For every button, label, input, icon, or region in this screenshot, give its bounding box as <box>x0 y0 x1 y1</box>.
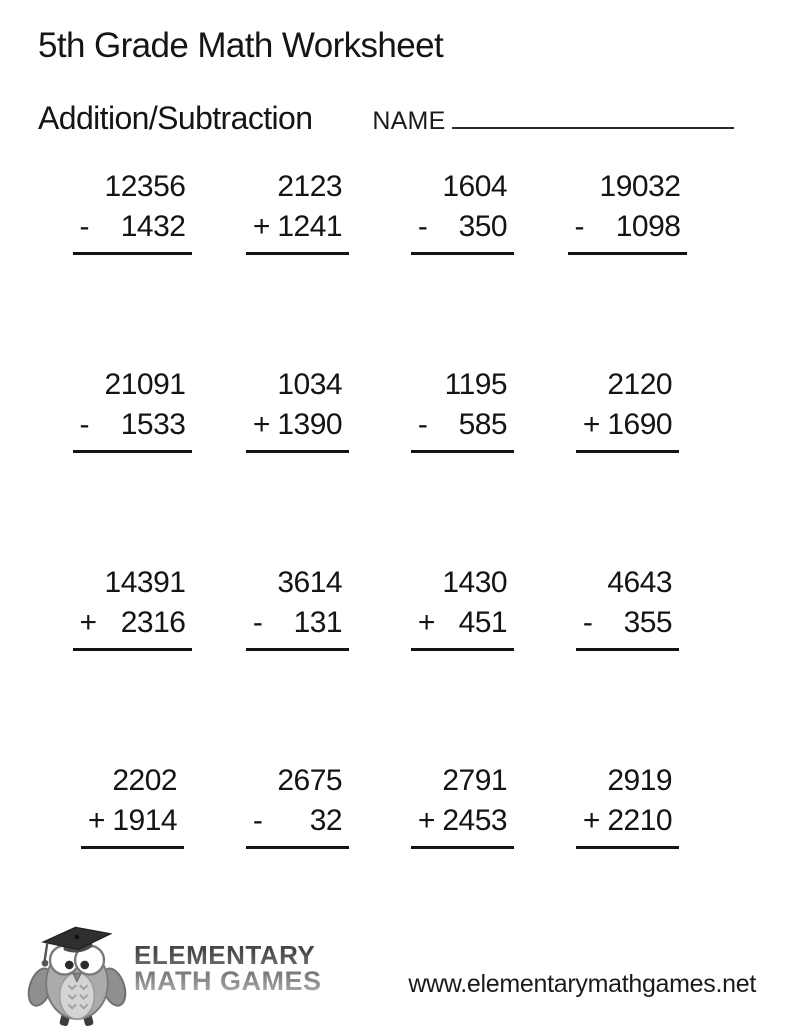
top-operand: 21091 <box>104 368 186 401</box>
math-problem: 21091-1533 <box>72 365 193 453</box>
bottom-operand: 350 <box>458 210 508 243</box>
website-url: www.elementarymathgames.net <box>408 970 756 998</box>
math-problem: 2791 +2453 <box>410 761 515 849</box>
bottom-operand: 32 <box>309 804 343 837</box>
top-operand: 2675 <box>277 764 343 797</box>
operator: + <box>79 606 98 639</box>
bottom-operand: 585 <box>458 408 508 441</box>
bottom-operand: 2453 <box>442 804 508 837</box>
top-operand: 1195 <box>444 368 508 401</box>
operator: + <box>417 606 436 639</box>
operator: - <box>417 210 428 243</box>
logo-line2: MATH GAMES <box>134 966 322 997</box>
top-operand: 1604 <box>442 170 508 203</box>
bottom-operand: 451 <box>458 606 508 639</box>
top-operand: 2791 <box>442 764 508 797</box>
logo-wordmark: ELEMENTARY MATH GAMES <box>134 943 322 995</box>
math-problem: 3614-131 <box>245 563 350 651</box>
bottom-operand: 1098 <box>615 210 681 243</box>
logo-block: ELEMENTARY MATH GAMES <box>24 925 322 1027</box>
math-problem: 2123 +1241 <box>245 167 350 255</box>
top-operand: 14391 <box>104 566 186 599</box>
math-problem: 2675- 32 <box>245 761 350 849</box>
math-problem: 1034 +1390 <box>245 365 350 453</box>
top-operand: 2120 <box>607 368 673 401</box>
math-problem: 19032-1098 <box>567 167 688 255</box>
bottom-operand: 1533 <box>120 408 186 441</box>
top-operand: 12356 <box>104 170 186 203</box>
operator: + <box>417 804 436 837</box>
operator: - <box>79 210 90 243</box>
owl-graduation-cap-icon <box>27 926 127 1026</box>
top-operand: 2202 <box>112 764 178 797</box>
top-operand: 19032 <box>599 170 681 203</box>
logo-line1: ELEMENTARY <box>134 940 316 970</box>
math-problem: 14391 +2316 <box>72 563 193 651</box>
bottom-operand: 1690 <box>607 408 673 441</box>
math-problem: 12356-1432 <box>72 167 193 255</box>
top-operand: 2123 <box>277 170 343 203</box>
top-operand: 1034 <box>277 368 343 401</box>
bottom-operand: 1914 <box>112 804 178 837</box>
worksheet-header: 5th Grade Math Worksheet Addition/Subtra… <box>0 0 800 137</box>
bottom-operand: 2316 <box>120 606 186 639</box>
bottom-operand: 2210 <box>607 804 673 837</box>
top-operand: 1430 <box>442 566 508 599</box>
math-problem: 4643-355 <box>575 563 680 651</box>
top-operand: 4643 <box>607 566 673 599</box>
math-problem: 1604-350 <box>410 167 515 255</box>
math-problem: 2120 +1690 <box>575 365 680 453</box>
operator: - <box>79 408 90 441</box>
name-block: NAME <box>372 105 735 137</box>
operator: - <box>252 804 263 837</box>
operator: + <box>582 408 601 441</box>
bottom-operand: 1432 <box>120 210 186 243</box>
subtitle-row: Addition/Subtraction NAME <box>38 100 760 137</box>
math-problem: 1430 +451 <box>410 563 515 651</box>
math-problem: 1195-585 <box>410 365 515 453</box>
math-problem: 2919 +2210 <box>575 761 680 849</box>
operator: + <box>87 804 106 837</box>
bottom-operand: 1390 <box>277 408 343 441</box>
operator: + <box>252 210 271 243</box>
top-operand: 3614 <box>277 566 343 599</box>
bottom-operand: 355 <box>623 606 673 639</box>
operator: - <box>574 210 585 243</box>
operator: - <box>417 408 428 441</box>
operator: - <box>252 606 263 639</box>
operator: - <box>582 606 593 639</box>
problems-grid: 12356-1432 2123 +1241 1604-350 19032-1098 210… <box>50 167 710 849</box>
bottom-operand: 131 <box>293 606 343 639</box>
top-operand: 2919 <box>607 764 673 797</box>
bottom-operand: 1241 <box>277 210 343 243</box>
worksheet-subtitle: Addition/Subtraction <box>38 100 313 136</box>
name-label: NAME <box>372 107 446 135</box>
operator: + <box>582 804 601 837</box>
math-problem: 2202 +1914 <box>80 761 185 849</box>
operator: + <box>252 408 271 441</box>
name-blank-line <box>452 105 735 129</box>
page-title: 5th Grade Math Worksheet <box>38 26 444 65</box>
